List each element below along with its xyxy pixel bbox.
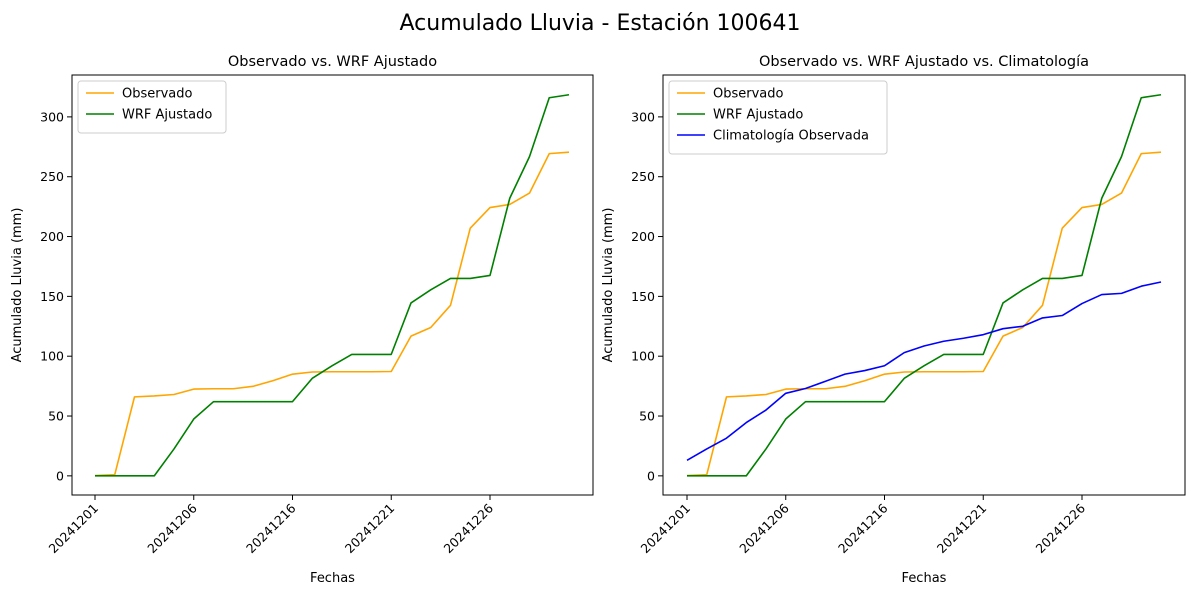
- legend: Observado WRF Ajustado Climatología Observ…: [668, 80, 888, 155]
- y-tick-label: 100: [631, 349, 655, 364]
- x-tick-label: 20241221: [934, 501, 990, 557]
- legend: Observado WRF Ajustado: [77, 80, 227, 134]
- legend-label: WRF Ajustado: [122, 108, 212, 123]
- legend-label: Observado: [122, 87, 193, 102]
- figure-suptitle: Acumulado Lluvia - Estación 100641: [400, 11, 801, 36]
- x-axis-label: Fechas: [310, 571, 355, 586]
- x-tick-label: 20241201: [638, 501, 694, 557]
- series-line-wrf-ajustado: [95, 93, 570, 477]
- x-tick-label: 20241206: [736, 500, 792, 556]
- series-line-wrf-ajustado: [687, 93, 1162, 477]
- left-chart-panel: Observado vs. WRF Ajustado 0 50 100 150 200 25…: [10, 54, 594, 586]
- axes-frame: [662, 74, 1186, 496]
- chart-title: Observado vs. WRF Ajustado vs. Climatolo…: [759, 54, 1089, 70]
- y-tick-label: 100: [40, 349, 64, 364]
- right-chart-panel: Observado vs. WRF Ajustado vs. Climatolo…: [601, 54, 1186, 586]
- series-line-observado: [686, 151, 1162, 477]
- y-tick-label: 150: [631, 289, 655, 304]
- legend-label: Climatología Observada: [713, 129, 869, 144]
- y-axis-label: Acumulado Lluvia (mm): [10, 208, 25, 363]
- x-tick-label: 20241216: [835, 500, 891, 556]
- legend-box: [77, 80, 227, 134]
- legend-label: WRF Ajustado: [713, 108, 803, 123]
- x-tick-label: 20241226: [441, 500, 497, 556]
- x-tick-label: 20241226: [1033, 500, 1089, 556]
- x-tick-label: 20241201: [46, 501, 102, 557]
- series-line-observado: [94, 151, 570, 477]
- x-tick-label: 20241206: [144, 500, 200, 556]
- x-tick-label: 20241221: [342, 501, 398, 557]
- y-tick-label: 50: [639, 409, 655, 424]
- chart-title: Observado vs. WRF Ajustado: [228, 54, 437, 70]
- legend-label: Observado: [713, 87, 784, 102]
- axes-frame: [71, 74, 594, 496]
- y-tick-label: 150: [40, 289, 64, 304]
- y-tick-label: 0: [56, 468, 64, 483]
- y-axis-label: Acumulado Lluvia (mm): [601, 208, 616, 363]
- y-tick-label: 250: [631, 169, 655, 184]
- legend-box: [668, 80, 888, 155]
- x-tick-label: 20241216: [243, 500, 299, 556]
- y-tick-label: 250: [40, 169, 64, 184]
- y-tick-label: 0: [647, 468, 655, 483]
- y-tick-label: 200: [631, 229, 655, 244]
- y-tick-label: 300: [40, 109, 64, 124]
- series-line-climatolog-a-observada: [686, 281, 1162, 461]
- y-tick-label: 200: [40, 229, 64, 244]
- y-tick-label: 50: [48, 409, 64, 424]
- x-axis-label: Fechas: [902, 571, 947, 586]
- y-tick-label: 300: [631, 109, 655, 124]
